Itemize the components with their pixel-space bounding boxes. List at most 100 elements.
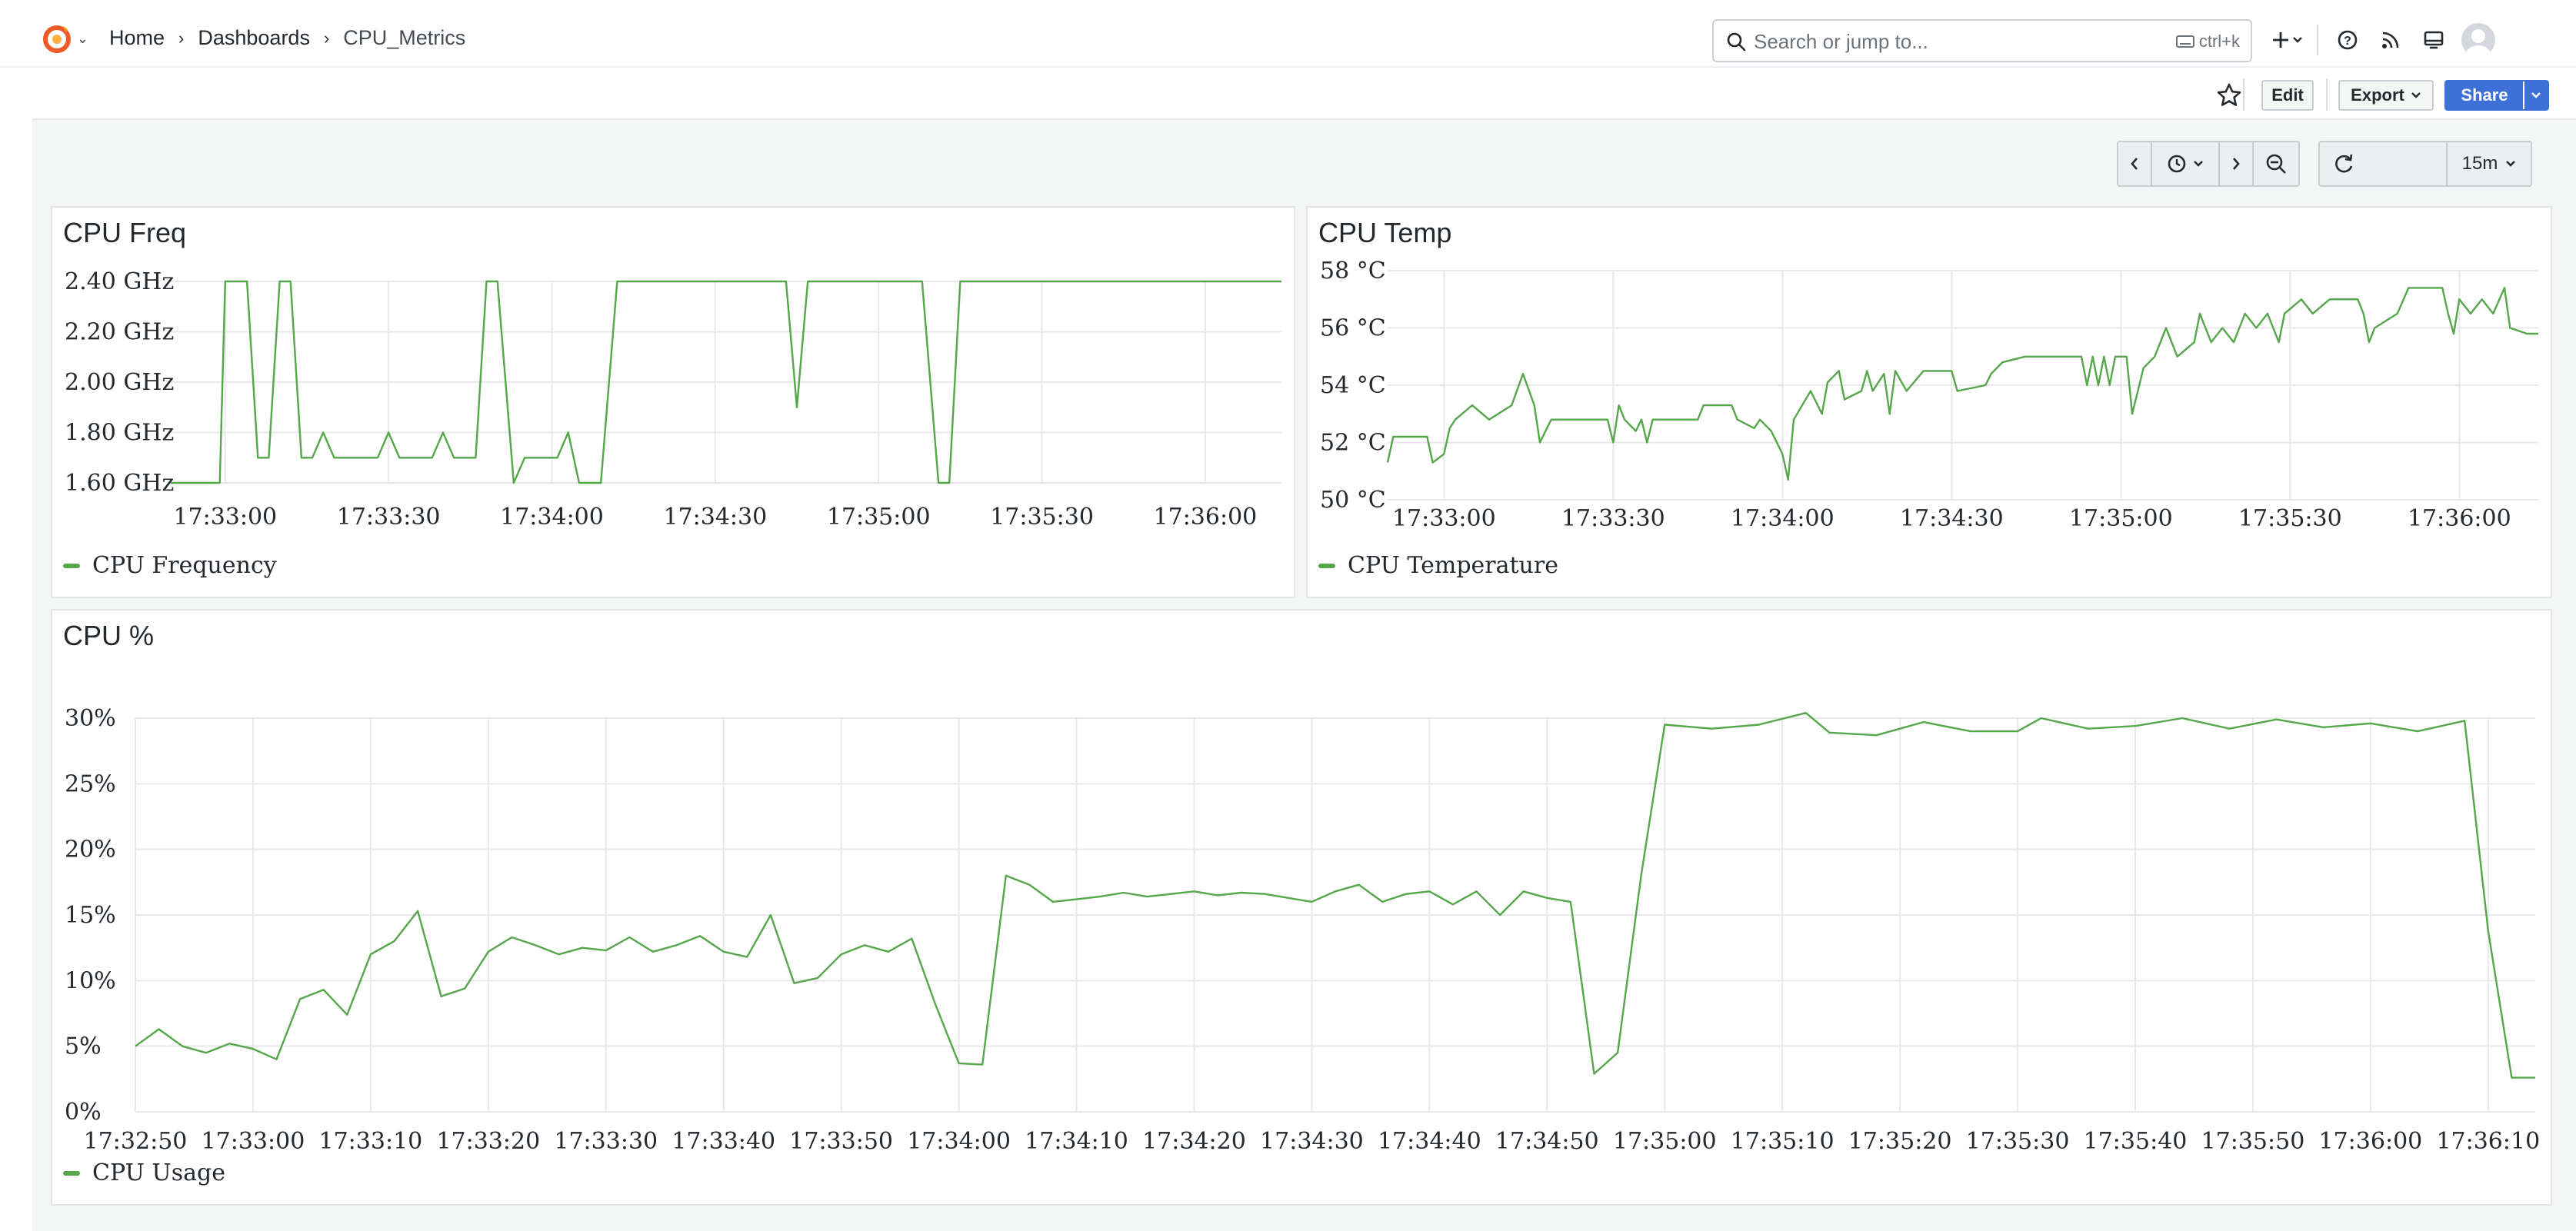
chevron-right-icon: › — [323, 28, 330, 48]
zoom-out-button[interactable] — [2254, 141, 2300, 187]
legend-item[interactable]: CPU Usage — [63, 1159, 225, 1186]
breadcrumb-current: CPU_Metrics — [343, 26, 466, 49]
clock-icon — [2168, 155, 2186, 173]
x-tick-label: 17:35:30 — [1966, 1128, 2070, 1155]
panel-title: CPU Temp — [1318, 217, 1452, 248]
y-tick-label: 58 °C — [1320, 258, 1386, 284]
refresh-controls: 15m — [2318, 141, 2532, 187]
x-tick-label: 17:35:10 — [1731, 1128, 1835, 1155]
x-tick-label: 17:33:30 — [337, 504, 441, 531]
y-tick-label: 50 °C — [1320, 487, 1386, 514]
legend-label: CPU Frequency — [92, 552, 277, 579]
y-tick-label: 52 °C — [1320, 430, 1386, 457]
series-swatch — [1318, 563, 1335, 568]
top-nav: ⌄ Home › Dashboards › CPU_Metrics ctrl+k — [0, 0, 2576, 68]
x-tick-label: 17:36:00 — [2408, 505, 2511, 532]
refresh-interval-picker[interactable]: 15m — [2448, 141, 2532, 187]
panel-cpu-percent[interactable]: CPU % 0% 5% 10% 15% 20% 25% 30% 17:32:50 17:33:0… — [51, 609, 2552, 1206]
grafana-logo-icon[interactable] — [40, 22, 74, 55]
share-dropdown-toggle[interactable] — [2523, 82, 2548, 109]
search-box[interactable]: ctrl+k — [1712, 19, 2252, 62]
divider — [2243, 78, 2244, 111]
x-tick-label: 17:34:30 — [1260, 1128, 1364, 1155]
y-tick-label: 25% — [65, 770, 116, 797]
time-back-button[interactable] — [2117, 141, 2152, 187]
export-label: Export — [2351, 85, 2404, 105]
x-tick-label: 17:34:20 — [1142, 1128, 1246, 1155]
rss-icon — [2382, 32, 2399, 48]
chevron-left-icon — [2131, 158, 2138, 170]
x-tick-label: 17:35:30 — [2238, 505, 2342, 532]
share-button[interactable]: Share — [2444, 80, 2549, 111]
time-forward-button[interactable] — [2220, 141, 2254, 187]
x-tick-label: 17:36:00 — [1154, 504, 1258, 531]
plus-icon — [2273, 32, 2302, 48]
legend-item[interactable]: CPU Temperature — [1318, 552, 1558, 579]
y-tick-label: 2.20 GHz — [65, 319, 174, 346]
series-line[interactable] — [171, 280, 1281, 484]
x-tick-label: 17:36:10 — [2436, 1128, 2540, 1155]
x-tick-label: 17:34:10 — [1025, 1128, 1128, 1155]
x-tick-label: 17:36:00 — [2319, 1128, 2423, 1155]
cpu-usage-chart: 0% 5% 10% 15% 20% 25% 30% 17:32:50 17:33:00 17:33… — [65, 705, 2540, 1155]
cpu-freq-chart: 1.60 GHz 1.80 GHz 2.00 GHz 2.20 GHz 2.40 GHz… — [65, 268, 1281, 531]
add-new-button[interactable] — [2266, 23, 2309, 57]
series-swatch — [63, 1170, 80, 1176]
legend-label: CPU Temperature — [1348, 552, 1558, 579]
x-tick-label: 17:34:50 — [1495, 1128, 1599, 1155]
chevron-right-icon: › — [178, 28, 185, 48]
breadcrumb-home[interactable]: Home — [109, 26, 165, 49]
star-icon[interactable] — [2214, 80, 2244, 111]
refresh-icon — [2335, 154, 2353, 173]
x-tick-label: 17:35:00 — [2069, 505, 2173, 532]
dashboard-canvas: 15m CPU Freq 1.60 GHz 1.80 GHz 2.00 GHz 2.2… — [32, 120, 2576, 1231]
news-button[interactable] — [2369, 23, 2412, 57]
chevron-down-icon — [2531, 92, 2541, 98]
y-tick-label: 20% — [65, 837, 116, 863]
divider — [2326, 78, 2328, 111]
series-line[interactable] — [1386, 287, 2538, 481]
series-swatch — [63, 563, 80, 568]
cpu-temp-chart: 50 °C 52 °C 54 °C 56 °C 58 °C 17:33:00 17:33:3… — [1320, 258, 2538, 532]
edit-button[interactable]: Edit — [2261, 80, 2314, 111]
chevron-down-icon — [2411, 92, 2421, 98]
x-tick-label: 17:33:30 — [554, 1128, 658, 1155]
x-tick-label: 17:33:30 — [1561, 505, 1665, 532]
y-tick-label: 2.00 GHz — [65, 369, 174, 396]
x-tick-label: 17:34:30 — [663, 504, 767, 531]
user-avatar[interactable] — [2461, 23, 2495, 57]
keyboard-icon — [2175, 35, 2194, 48]
y-tick-label: 2.40 GHz — [65, 268, 174, 295]
y-tick-label: 0% — [65, 1099, 102, 1126]
x-tick-label: 17:34:40 — [1378, 1128, 1481, 1155]
x-tick-label: 17:34:00 — [1731, 505, 1835, 532]
help-icon: ? — [2338, 30, 2358, 50]
time-picker-button[interactable] — [2152, 141, 2220, 187]
x-tick-label: 17:35:00 — [1613, 1128, 1717, 1155]
x-tick-label: 17:35:20 — [1848, 1128, 1952, 1155]
y-tick-label: 54 °C — [1320, 372, 1386, 399]
svg-text:?: ? — [2344, 35, 2351, 48]
refresh-button[interactable] — [2318, 141, 2448, 187]
edit-label: Edit — [2271, 85, 2304, 105]
y-tick-label: 1.80 GHz — [65, 420, 174, 447]
export-button[interactable]: Export — [2338, 80, 2434, 111]
nav-actions: ? — [2266, 23, 2495, 57]
search-input[interactable] — [1754, 28, 2154, 55]
search-icon — [1727, 32, 1746, 52]
y-tick-label: 15% — [65, 902, 116, 929]
series-line[interactable] — [135, 712, 2535, 1079]
legend-label: CPU Usage — [92, 1159, 225, 1186]
x-tick-label: 17:35:30 — [990, 504, 1094, 531]
chevron-down-icon[interactable]: ⌄ — [77, 31, 89, 46]
y-tick-label: 10% — [65, 967, 116, 994]
divider — [2317, 25, 2318, 55]
panel-cpu-temp[interactable]: CPU Temp 50 °C 52 °C 54 °C 56 °C 58 °C 17:33:… — [1306, 206, 2552, 598]
x-tick-label: 17:34:00 — [907, 1128, 1011, 1155]
breadcrumb-dashboards[interactable]: Dashboards — [198, 26, 310, 49]
x-tick-label: 17:33:00 — [202, 1128, 305, 1155]
help-button[interactable]: ? — [2326, 23, 2369, 57]
panel-cpu-freq[interactable]: CPU Freq 1.60 GHz 1.80 GHz 2.00 GHz 2.20 GH… — [51, 206, 1295, 598]
legend-item[interactable]: CPU Frequency — [63, 552, 277, 579]
kiosk-mode-button[interactable] — [2412, 23, 2455, 57]
